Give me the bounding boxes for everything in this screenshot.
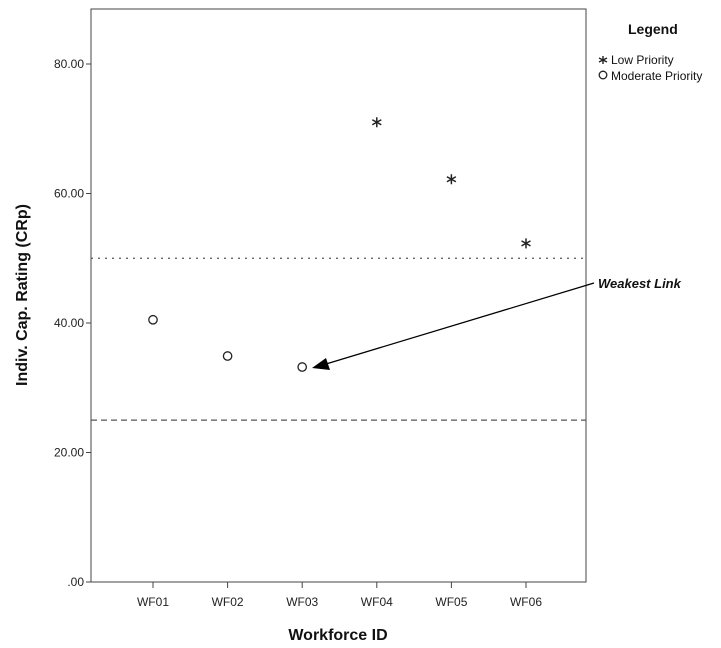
x-tick-label: WF05 bbox=[435, 595, 467, 609]
legend-circle-marker bbox=[598, 70, 608, 80]
y-tick-label: 40.00 bbox=[54, 316, 84, 330]
x-axis-title: Workforce ID bbox=[288, 627, 387, 644]
legend-item-low-priority: Low Priority bbox=[598, 53, 674, 67]
y-tick-label: 20.00 bbox=[54, 446, 84, 460]
x-tick-label: WF04 bbox=[361, 595, 393, 609]
plot-frame bbox=[90, 8, 587, 583]
x-tick-label: WF03 bbox=[286, 595, 318, 609]
y-tick-label: 60.00 bbox=[54, 187, 84, 201]
y-tick-label: 80.00 bbox=[54, 57, 84, 71]
point-wf05 bbox=[446, 174, 457, 185]
point-wf01 bbox=[148, 314, 158, 325]
point-wf04 bbox=[371, 117, 382, 128]
point-wf02 bbox=[222, 351, 233, 361]
legend-label-moderate-priority: Moderate Priority bbox=[611, 69, 702, 83]
point-wf03 bbox=[297, 362, 308, 372]
annotation-arrow-line bbox=[325, 282, 595, 365]
x-tick-label: WF06 bbox=[510, 595, 542, 609]
annotation-arrowhead bbox=[312, 358, 330, 370]
annotation-weakest-link: Weakest Link bbox=[598, 276, 682, 291]
legend-star-marker bbox=[598, 56, 608, 64]
x-tick-label: WF01 bbox=[137, 595, 169, 609]
legend-label-low-priority: Low Priority bbox=[611, 53, 674, 67]
legend-item-moderate-priority: Moderate Priority bbox=[598, 69, 702, 83]
y-axis-title: Indiv. Cap. Rating (CRp) bbox=[14, 204, 31, 386]
x-tick-label: WF02 bbox=[212, 595, 244, 609]
point-wf06 bbox=[521, 238, 531, 249]
legend-title: Legend bbox=[628, 21, 678, 37]
y-tick-label: .00 bbox=[67, 575, 84, 589]
